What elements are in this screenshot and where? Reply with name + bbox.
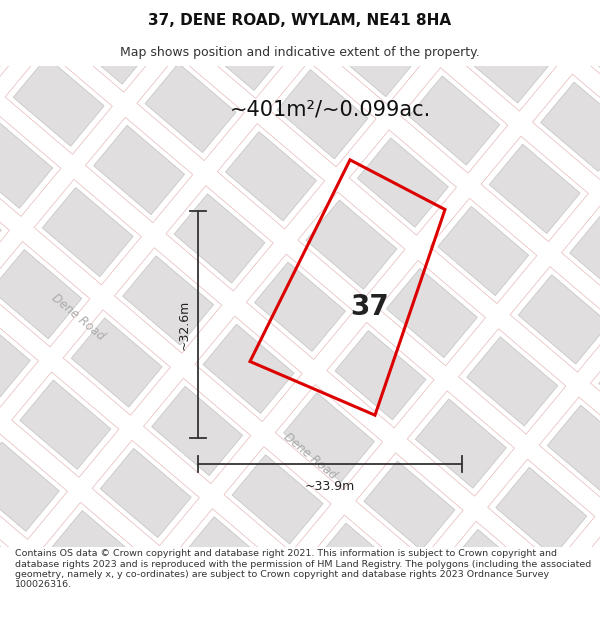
Polygon shape (0, 249, 82, 339)
Polygon shape (254, 262, 346, 351)
Polygon shape (576, 536, 600, 625)
Polygon shape (460, 14, 551, 103)
Polygon shape (226, 132, 316, 221)
Polygon shape (518, 275, 600, 364)
Text: Dene Road: Dene Road (281, 430, 339, 481)
Polygon shape (65, 0, 155, 84)
Polygon shape (335, 331, 426, 420)
Polygon shape (0, 119, 53, 208)
Polygon shape (284, 392, 374, 482)
Polygon shape (0, 504, 8, 593)
Polygon shape (569, 213, 600, 302)
Polygon shape (547, 405, 600, 494)
Polygon shape (145, 63, 236, 152)
Text: ~32.6m: ~32.6m (178, 299, 191, 349)
Text: Dene Road: Dene Road (49, 291, 107, 342)
Polygon shape (232, 455, 323, 544)
Polygon shape (0, 181, 1, 271)
Polygon shape (592, 20, 600, 109)
Polygon shape (42, 188, 133, 277)
Text: ~33.9m: ~33.9m (305, 480, 355, 493)
Polygon shape (0, 312, 31, 401)
Polygon shape (0, 0, 75, 16)
Polygon shape (277, 69, 368, 159)
Polygon shape (525, 598, 600, 625)
Polygon shape (599, 343, 600, 432)
Polygon shape (393, 591, 484, 625)
Polygon shape (358, 138, 448, 227)
Text: Map shows position and indicative extent of the property.: Map shows position and indicative extent… (120, 46, 480, 59)
Polygon shape (248, 0, 339, 28)
Polygon shape (364, 461, 455, 550)
Polygon shape (152, 386, 242, 476)
Text: 37, DENE ROAD, WYLAM, NE41 8HA: 37, DENE ROAD, WYLAM, NE41 8HA (148, 13, 452, 28)
Polygon shape (496, 468, 587, 556)
Polygon shape (489, 144, 580, 234)
Polygon shape (313, 523, 403, 612)
Polygon shape (174, 194, 265, 283)
Polygon shape (512, 0, 600, 41)
Polygon shape (181, 517, 272, 606)
Polygon shape (71, 318, 162, 407)
Polygon shape (116, 0, 207, 22)
Polygon shape (445, 529, 535, 619)
Polygon shape (438, 206, 529, 296)
Polygon shape (467, 337, 558, 426)
Polygon shape (203, 324, 294, 414)
Polygon shape (94, 126, 185, 214)
Polygon shape (0, 442, 59, 531)
Polygon shape (261, 585, 352, 625)
Text: ~401m²/~0.099ac.: ~401m²/~0.099ac. (229, 99, 431, 119)
Polygon shape (100, 448, 191, 538)
Polygon shape (0, 0, 24, 78)
Polygon shape (380, 0, 470, 34)
Polygon shape (541, 82, 600, 171)
Polygon shape (123, 256, 214, 345)
Polygon shape (49, 511, 140, 600)
Polygon shape (415, 399, 506, 488)
Text: 37: 37 (350, 292, 389, 321)
Polygon shape (20, 380, 111, 469)
Polygon shape (0, 572, 88, 625)
Polygon shape (306, 200, 397, 289)
Polygon shape (386, 269, 477, 358)
Polygon shape (13, 57, 104, 146)
Polygon shape (409, 76, 500, 165)
Polygon shape (130, 579, 220, 625)
Text: Contains OS data © Crown copyright and database right 2021. This information is : Contains OS data © Crown copyright and d… (15, 549, 591, 589)
Polygon shape (197, 1, 287, 91)
Polygon shape (328, 8, 419, 97)
